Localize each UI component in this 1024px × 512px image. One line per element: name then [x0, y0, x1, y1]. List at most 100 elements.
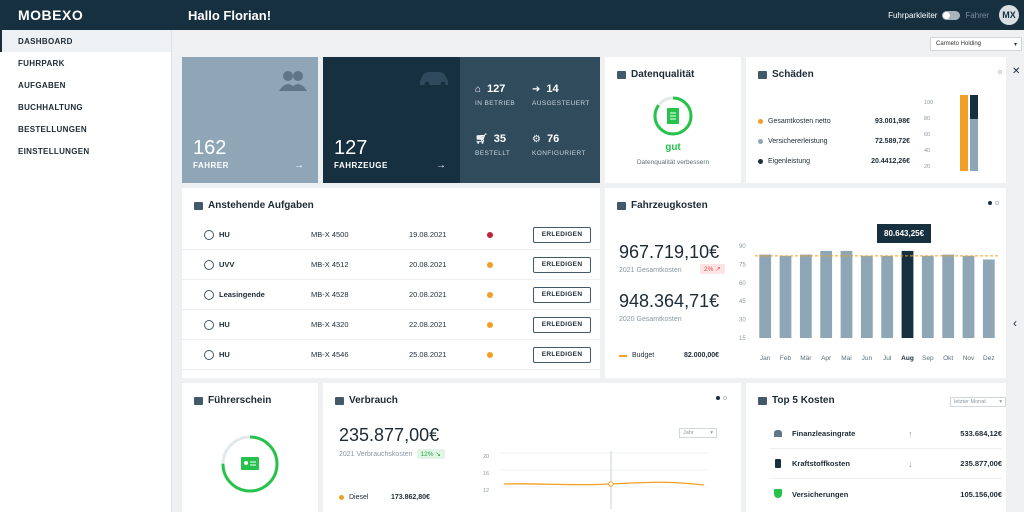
erledigen-button[interactable]: ERLEDIGEN [533, 256, 591, 273]
schaeden-legend-eigen: Eigenleistung 20.4412,26€ [758, 158, 910, 165]
task-row[interactable]: Leasingende MB-X 4528 20.08.2021 ERLEDIGEN [182, 280, 600, 310]
top5-row[interactable]: Kraftstoffkosten ↓ 235.877,00€ [770, 449, 1002, 479]
datenqualitaet-status: gut [665, 142, 681, 153]
erledigen-button[interactable]: ERLEDIGEN [533, 346, 591, 363]
fahrzeugkosten-title-text: Fahrzeugkosten [631, 200, 708, 211]
carousel-dots[interactable] [988, 201, 999, 205]
stat-bestellt[interactable]: 🛒︎ 35 BESTELLT [475, 133, 510, 157]
arrow-right-icon[interactable]: → [436, 160, 446, 171]
top5-card: Top 5 Kosten letzter Monat ▾ [746, 383, 1006, 512]
verbrauch-title: Verbrauch [335, 395, 398, 406]
bar-nov [962, 255, 975, 338]
id-card-icon [194, 396, 203, 405]
bar-okt [942, 254, 955, 338]
fuehrerschein-title: Führerschein [194, 395, 271, 406]
kosten-2020-total: 948.364,71€ [619, 291, 720, 311]
stat-in-betrieb[interactable]: ⌂ 127 IN BETRIEB [475, 83, 515, 107]
sidebar-item-dashboard[interactable]: DASHBOARD [0, 30, 171, 52]
bar-apr [820, 250, 833, 338]
fahrzeugkosten-chart: 90 75 60 45 30 15 Jan Feb Mär Apr Mai Jun Jul Aug Sep O… [739, 244, 999, 362]
x-tick-label: Aug [901, 355, 914, 362]
verbrauch-period-select[interactable]: Jahr ▾ [679, 428, 717, 438]
carousel-dots[interactable] [998, 70, 1002, 74]
garage-icon: ⌂ [475, 83, 482, 95]
verbrauch-card: Verbrauch 235.877,00€ 2021 Verbrauchskos… [323, 383, 741, 512]
top5-title-text: Top 5 Kosten [772, 395, 835, 406]
chevron-left-icon[interactable]: ‹ [1013, 316, 1017, 330]
aufgaben-title-text: Anstehende Aufgaben [208, 200, 314, 211]
top5-value: 235.877,00€ [960, 459, 1002, 468]
y-tick-label: 75 [739, 262, 746, 268]
task-row[interactable]: HU MB-X 4546 25.08.2021 ERLEDIGEN [182, 340, 600, 370]
datenqualitaet-title: Datenqualität [617, 69, 694, 80]
task-name: HU [219, 320, 230, 329]
fuehrerschein-card: Führerschein [182, 383, 318, 512]
datenqualitaet-link[interactable]: Datenqualität verbessern [636, 159, 710, 166]
sidebar-item-buchhaltung[interactable]: BUCHHALTUNG [18, 102, 83, 112]
stat-ausgesteuert[interactable]: ➜ 14 AUSGESTEUERT [532, 83, 590, 107]
fahrzeuge-label: FAHRZEUGE [334, 161, 388, 170]
fahrer-card[interactable]: 162 FAHRER → [182, 57, 318, 183]
stat-konfiguriert-value: 76 [546, 133, 560, 145]
erledigen-button[interactable]: ERLEDIGEN [533, 316, 591, 333]
status-dot [487, 321, 493, 328]
task-row[interactable]: UVV MB-X 4512 20.08.2021 ERLEDIGEN [182, 250, 600, 280]
top5-row[interactable]: Versicherungen 105.156,00€ [770, 479, 1002, 509]
status-dot [487, 261, 493, 268]
app-logo[interactable]: MOBEXO [18, 7, 84, 23]
arrow-right-icon[interactable]: → [294, 160, 304, 171]
task-date: 20.08.2021 [409, 290, 447, 299]
license-icon [241, 457, 259, 470]
top5-name: Versicherungen [792, 489, 849, 499]
schaeden-bar-stacked[interactable] [970, 95, 978, 171]
x-tick-label: Dez [983, 355, 995, 362]
company-select[interactable]: Carmeto Holding ▾ [930, 37, 1022, 51]
role-switch[interactable] [942, 10, 961, 20]
database-icon [617, 70, 626, 79]
task-plate: MB-X 4546 [311, 350, 349, 359]
role-toggle[interactable]: Fuhrparkleiter Fahrer [888, 10, 989, 20]
top5-row[interactable]: Finanzleasingrate ↑ 533.684,12€ [770, 419, 1002, 449]
top5-title: Top 5 Kosten [758, 395, 835, 406]
sidebar: DASHBOARD FUHRPARK AUFGABEN BUCHHALTUNG … [0, 30, 172, 512]
fahrzeuge-count: 127 [334, 137, 368, 159]
fahrzeuge-card[interactable]: 127 FAHRZEUGE → [323, 57, 460, 183]
task-type-icon [204, 289, 214, 300]
budget-legend: Budget 82.000,00€ [619, 352, 719, 359]
x-tick-label: Mär [800, 355, 812, 362]
erledigen-button[interactable]: ERLEDIGEN [533, 286, 591, 303]
bar-dez [982, 259, 995, 338]
role-off-label: Fahrer [965, 10, 989, 20]
x-tick-label: Jun [862, 355, 873, 362]
kosten-2021-total: 967.719,10€ [619, 242, 720, 262]
car-icon [420, 72, 448, 87]
avatar[interactable]: MX [999, 5, 1019, 25]
schaeden-title: Schäden [758, 69, 814, 80]
chevron-down-icon: ▾ [710, 430, 713, 436]
erledigen-button[interactable]: ERLEDIGEN [533, 226, 591, 243]
task-row[interactable]: HU MB-X 4500 19.08.2021 ERLEDIGEN [182, 220, 600, 250]
bar-sep [921, 255, 934, 338]
sidebar-item-einstellungen[interactable]: EINSTELLUNGEN [18, 146, 90, 156]
users-icon [279, 71, 307, 91]
trend-down-icon: ↓ [908, 458, 913, 469]
stat-ausgesteuert-label: AUSGESTEUERT [532, 100, 590, 107]
chevron-down-icon: ▾ [999, 399, 1002, 405]
fuel-icon [335, 396, 344, 405]
fahrzeugkosten-title: Fahrzeugkosten [617, 200, 708, 211]
aufgaben-card: Anstehende Aufgaben [182, 188, 600, 378]
task-type-icon [204, 229, 214, 240]
sidebar-item-fuhrpark[interactable]: FUHRPARK [18, 58, 65, 68]
schaeden-bar-gesamt[interactable] [960, 95, 968, 171]
top5-period-select[interactable]: letzter Monat ▾ [950, 397, 1006, 407]
stat-konfiguriert[interactable]: ⚙ 76 KONFIGURIERT [532, 133, 586, 157]
y-tick-label: 60 [739, 281, 746, 287]
carousel-dots[interactable] [716, 396, 727, 400]
sidebar-item-aufgaben[interactable]: AUFGABEN [18, 80, 66, 90]
sidebar-item-bestellungen[interactable]: BESTELLUNGEN [18, 124, 87, 134]
verbrauch-label: 2021 Verbrauchskosten [339, 450, 413, 458]
task-row[interactable]: HU MB-X 4320 22.08.2021 ERLEDIGEN [182, 310, 600, 340]
tools-icon[interactable]: ✕ [1012, 66, 1021, 77]
stat-in-betrieb-label: IN BETRIEB [475, 100, 516, 107]
fuel-icon [775, 459, 781, 468]
